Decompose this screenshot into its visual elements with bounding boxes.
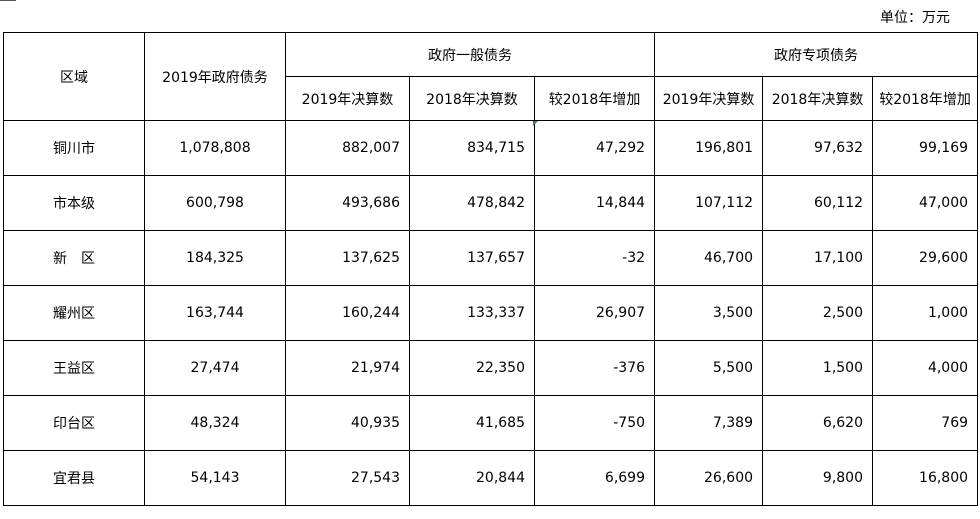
- total-cell: 163,744: [144, 285, 286, 341]
- general-2019-cell: 27,543: [285, 450, 410, 506]
- header-total-2019: 2019年政府债务: [144, 32, 286, 121]
- general-2019-cell: 493,686: [285, 175, 410, 231]
- table-row: 铜川市 1,078,808 882,007 834,715 47,292 196…: [3, 120, 979, 176]
- special-2018-cell: 17,100: [762, 230, 874, 286]
- special-2018-cell: 9,800: [762, 450, 874, 506]
- debt-table: 区域 2019年政府债务 政府一般债务 政府专项债务 2019年决算数 2018…: [3, 32, 979, 506]
- general-2019-cell: 137,625: [285, 230, 410, 286]
- region-cell: 耀州区: [3, 285, 145, 341]
- region-cell: 新 区: [3, 230, 145, 286]
- special-2019-cell: 46,700: [654, 230, 764, 286]
- general-increase-cell: 26,907: [533, 285, 656, 341]
- total-cell: 48,324: [144, 395, 286, 451]
- general-2018-cell: 478,842: [409, 175, 535, 231]
- general-2018-cell: 20,844: [409, 450, 535, 506]
- general-increase-cell: 14,844: [533, 175, 656, 231]
- table-row: 印台区 48,324 40,935 41,685 -750 7,389 6,62…: [3, 395, 979, 451]
- special-2018-cell: 97,632: [762, 120, 874, 176]
- header-region: 区域: [3, 32, 145, 121]
- special-increase-cell: 47,000: [872, 175, 979, 231]
- general-increase-cell: -32: [533, 230, 656, 286]
- table-row: 王益区 27,474 21,974 22,350 -376 5,500 1,50…: [3, 340, 979, 396]
- special-2019-cell: 107,112: [654, 175, 764, 231]
- region-cell: 印台区: [3, 395, 145, 451]
- header-general-2018: 2018年决算数: [409, 76, 535, 121]
- total-cell: 184,325: [144, 230, 286, 286]
- special-increase-cell: 1,000: [872, 285, 979, 341]
- general-increase-cell: 47,292: [533, 120, 656, 176]
- table-row: 新 区 184,325 137,625 137,657 -32 46,700 1…: [3, 230, 979, 286]
- header-general-increase: 较2018年增加: [533, 76, 656, 121]
- special-increase-cell: 99,169: [872, 120, 979, 176]
- header-special-increase: 较2018年增加: [872, 76, 979, 121]
- region-cell: 王益区: [3, 340, 145, 396]
- general-2018-cell: 834,715: [409, 120, 535, 176]
- general-2018-cell: 133,337: [409, 285, 535, 341]
- total-cell: 1,078,808: [144, 120, 286, 176]
- corner-mark: [0, 0, 16, 1]
- region-cell: 宜君县: [3, 450, 145, 506]
- general-2019-cell: 882,007: [285, 120, 410, 176]
- region-cell: 市本级: [3, 175, 145, 231]
- cell-comment-marker: [533, 121, 538, 126]
- header-row-sub: 2019年决算数 2018年决算数 较2018年增加 2019年决算数 2018…: [4, 76, 979, 121]
- table-row: 耀州区 163,744 160,244 133,337 26,907 3,500…: [3, 285, 979, 341]
- general-increase-cell: -376: [533, 340, 656, 396]
- total-cell: 600,798: [144, 175, 286, 231]
- special-2019-cell: 5,500: [654, 340, 764, 396]
- general-2018-cell: 41,685: [409, 395, 535, 451]
- total-cell: 27,474: [144, 340, 286, 396]
- table-row: 市本级 600,798 493,686 478,842 14,844 107,1…: [3, 175, 979, 231]
- header-special-debt: 政府专项债务: [654, 32, 979, 77]
- general-2019-cell: 21,974: [285, 340, 410, 396]
- header-special-2018: 2018年决算数: [762, 76, 874, 121]
- special-2019-cell: 3,500: [654, 285, 764, 341]
- special-increase-cell: 29,600: [872, 230, 979, 286]
- unit-label: 单位：万元: [880, 10, 950, 26]
- general-2019-cell: 160,244: [285, 285, 410, 341]
- header-general-debt: 政府一般债务: [284, 32, 656, 77]
- general-increase-cell: 6,699: [533, 450, 656, 506]
- table-row: 宜君县 54,143 27,543 20,844 6,699 26,600 9,…: [3, 450, 979, 506]
- special-2018-cell: 60,112: [762, 175, 874, 231]
- special-2018-cell: 2,500: [762, 285, 874, 341]
- general-2019-cell: 40,935: [285, 395, 410, 451]
- special-increase-cell: 4,000: [872, 340, 979, 396]
- special-2018-cell: 1,500: [762, 340, 874, 396]
- general-2018-cell: 137,657: [409, 230, 535, 286]
- special-2019-cell: 26,600: [654, 450, 764, 506]
- header-row-top: 区域 2019年政府债务 政府一般债务 政府专项债务: [3, 32, 979, 121]
- header-general-2019: 2019年决算数: [285, 76, 410, 121]
- header-special-2019: 2019年决算数: [654, 76, 764, 121]
- general-increase-cell: -750: [533, 395, 656, 451]
- total-cell: 54,143: [144, 450, 286, 506]
- general-2018-cell: 22,350: [409, 340, 535, 396]
- special-2018-cell: 6,620: [762, 395, 874, 451]
- region-cell: 铜川市: [3, 120, 145, 176]
- special-2019-cell: 7,389: [654, 395, 764, 451]
- special-increase-cell: 16,800: [872, 450, 979, 506]
- special-2019-cell: 196,801: [654, 120, 764, 176]
- special-increase-cell: 769: [872, 395, 979, 451]
